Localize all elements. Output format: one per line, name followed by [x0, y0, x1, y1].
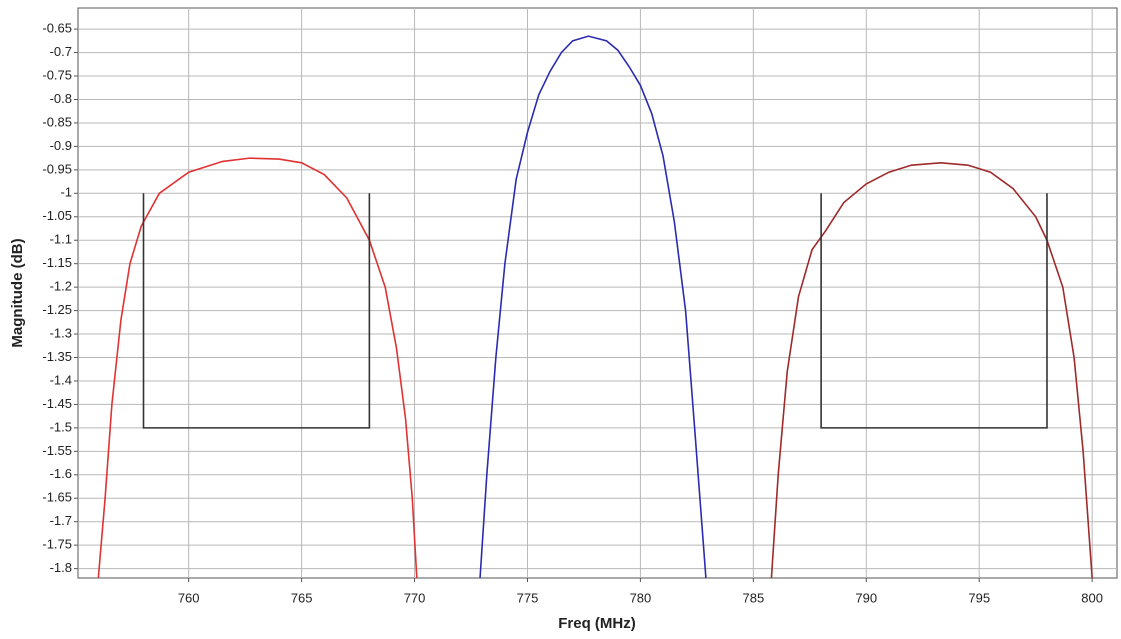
- y-axis-label: Magnitude (dB): [9, 238, 26, 347]
- y-tick-label: -1.65: [42, 490, 72, 505]
- y-tick-label: -1.25: [42, 302, 72, 317]
- y-tick-label: -0.75: [42, 67, 72, 82]
- y-tick-label: -1.55: [42, 443, 72, 458]
- y-tick-label: -0.65: [42, 21, 72, 36]
- y-tick-label: -1.3: [50, 325, 72, 340]
- x-tick-label: 775: [517, 590, 539, 605]
- x-tick-label: 785: [742, 590, 764, 605]
- series-line: [820, 193, 1048, 429]
- x-tick-label: 795: [968, 590, 990, 605]
- y-tick-label: -0.85: [42, 114, 72, 129]
- y-tick-label: -1.05: [42, 208, 72, 223]
- y-tick-label: -1.7: [50, 513, 72, 528]
- x-tick-label: 790: [855, 590, 877, 605]
- y-tick-label: -1.8: [50, 560, 72, 575]
- y-tick-label: -1: [60, 185, 72, 200]
- y-tick-label: -1.35: [42, 349, 72, 364]
- y-tick-label: -0.95: [42, 161, 72, 176]
- y-tick-label: -1.6: [50, 466, 72, 481]
- y-tick-label: -0.9: [50, 138, 72, 153]
- x-tick-label: 765: [291, 590, 313, 605]
- y-tick-label: -1.2: [50, 279, 72, 294]
- series-line: [770, 162, 1093, 578]
- lines: [97, 35, 1093, 578]
- x-tick-label: 780: [630, 590, 652, 605]
- series-line: [479, 35, 707, 578]
- y-tick-label: -0.8: [50, 91, 72, 106]
- y-tick-label: -1.15: [42, 255, 72, 270]
- x-tick-label: 760: [178, 590, 200, 605]
- plot-area: [77, 7, 1118, 579]
- y-tick-label: -0.7: [50, 44, 72, 59]
- x-axis-label: Freq (MHz): [558, 615, 636, 632]
- y-tick-label: -1.1: [50, 232, 72, 247]
- series-line: [97, 157, 418, 578]
- grid: [78, 8, 1117, 578]
- series-line: [142, 193, 371, 429]
- y-tick-label: -1.4: [50, 372, 72, 387]
- x-tick-label: 770: [404, 590, 426, 605]
- x-tick-label: 800: [1081, 590, 1103, 605]
- y-tick-label: -1.45: [42, 396, 72, 411]
- y-tick-label: -1.75: [42, 537, 72, 552]
- y-tick-label: -1.5: [50, 419, 72, 434]
